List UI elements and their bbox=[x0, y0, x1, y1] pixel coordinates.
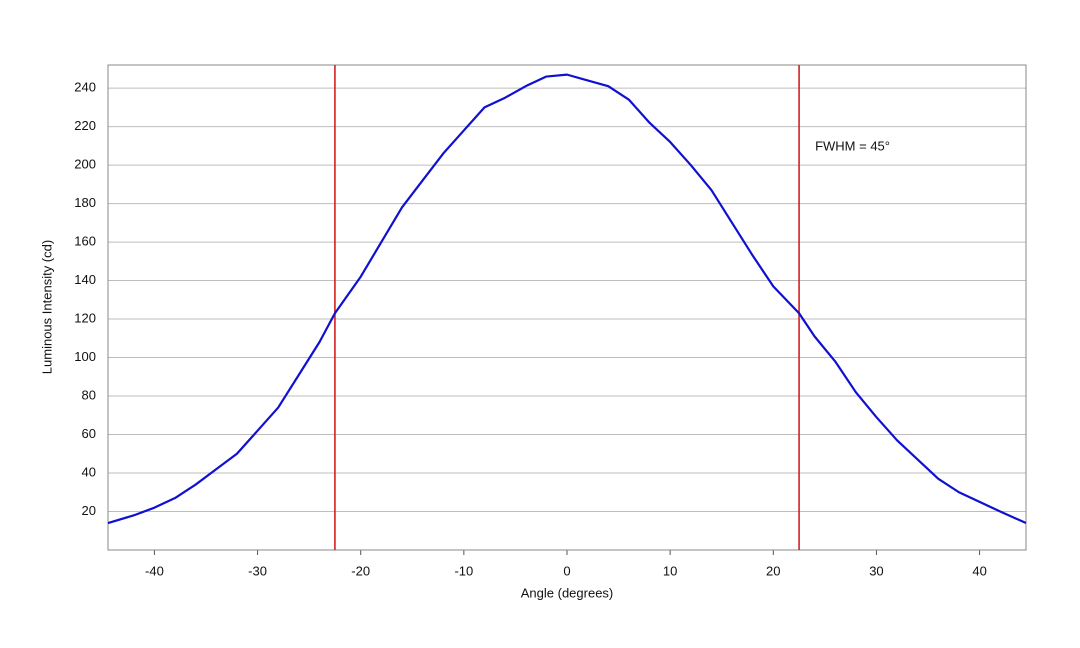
plot-frame bbox=[107, 64, 1027, 551]
line-series bbox=[107, 73, 1027, 525]
x-tick-label: 40 bbox=[972, 563, 986, 578]
x-tick-label: 10 bbox=[663, 563, 677, 578]
y-axis-label: Luminous Intensity (cd) bbox=[39, 240, 54, 374]
y-tick-label: 220 bbox=[74, 118, 96, 133]
y-tick-label: 180 bbox=[74, 195, 96, 210]
y-tick-label: 240 bbox=[74, 80, 96, 95]
y-tick-label: 140 bbox=[74, 272, 96, 287]
y-tick-label: 60 bbox=[82, 426, 96, 441]
x-tick-label: -10 bbox=[454, 563, 473, 578]
x-tick-label: 0 bbox=[563, 563, 570, 578]
y-tick-label: 80 bbox=[82, 387, 96, 402]
x-axis-label: Angle (degrees) bbox=[521, 585, 614, 600]
x-tick-label: 30 bbox=[869, 563, 883, 578]
y-tick-label: 20 bbox=[82, 503, 96, 518]
y-tick-label: 200 bbox=[74, 157, 96, 172]
y-tick-label: 100 bbox=[74, 349, 96, 364]
x-tick-label: -20 bbox=[351, 563, 370, 578]
x-tick-label: 20 bbox=[766, 563, 780, 578]
annotation: FWHM = 45° bbox=[815, 138, 890, 153]
y-tick-label: 160 bbox=[74, 234, 96, 249]
y-tick-label: 40 bbox=[82, 464, 96, 479]
y-tick-label: 120 bbox=[74, 310, 96, 325]
x-tick-label: -40 bbox=[145, 563, 164, 578]
x-tick-label: -30 bbox=[248, 563, 267, 578]
